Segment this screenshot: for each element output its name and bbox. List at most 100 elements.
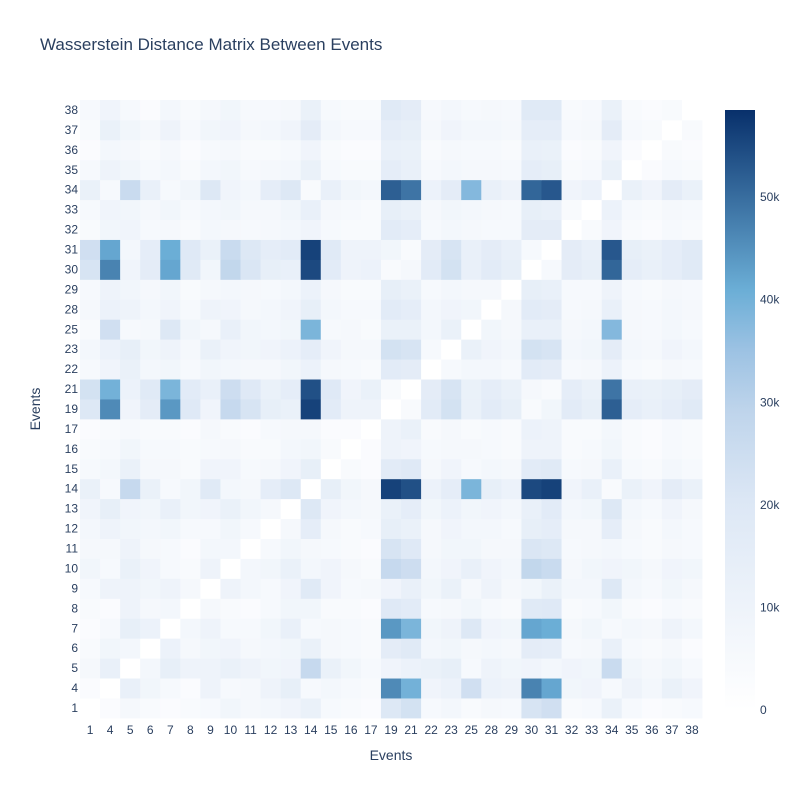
heatmap-cell (380, 379, 402, 400)
heatmap-cell (160, 359, 181, 380)
heatmap-cell (661, 159, 683, 181)
heatmap-cell (521, 299, 542, 320)
chart-title: Wasserstein Distance Matrix Between Even… (40, 35, 382, 54)
heatmap-cell (380, 119, 402, 141)
heatmap-cell (360, 359, 382, 380)
heatmap-cell (380, 359, 402, 380)
heatmap-cell (320, 219, 342, 240)
heatmap-cell (220, 299, 241, 320)
heatmap-cell (481, 618, 502, 639)
heatmap-cell (601, 359, 623, 380)
heatmap-cell (160, 458, 181, 480)
heatmap-cell (100, 678, 121, 699)
heatmap-cell (220, 438, 241, 460)
heatmap-cell (601, 259, 623, 280)
x-tick-label: 25 (465, 723, 479, 737)
heatmap-cell (80, 678, 101, 699)
heatmap-cell (601, 100, 623, 121)
heatmap-cell (501, 139, 522, 161)
heatmap-cell (380, 239, 402, 260)
heatmap-cell (401, 418, 422, 440)
heatmap-cell (140, 339, 161, 360)
heatmap-cell (140, 319, 161, 340)
heatmap-cell (340, 399, 362, 420)
heatmap-cell (180, 478, 201, 500)
heatmap-cell (581, 498, 603, 520)
heatmap-cell (661, 438, 683, 460)
heatmap-cell (180, 538, 201, 559)
heatmap-cell (541, 159, 562, 181)
heatmap-cell (280, 598, 302, 619)
heatmap-cell (521, 399, 542, 420)
heatmap-cell (240, 538, 261, 559)
heatmap-cell (461, 578, 482, 599)
heatmap-cell (360, 219, 382, 240)
heatmap-cell (280, 478, 302, 500)
heatmap-cell (360, 698, 382, 719)
heatmap-cell (260, 498, 282, 520)
x-tick-label: 5 (127, 723, 134, 737)
heatmap-cell (120, 498, 141, 520)
heatmap-cell (180, 418, 201, 440)
heatmap-cell (240, 618, 261, 639)
heatmap-cell (300, 618, 322, 639)
heatmap-cell (380, 100, 402, 121)
heatmap-cell (120, 179, 141, 201)
heatmap-cell (561, 339, 583, 360)
heatmap-cell (100, 658, 121, 679)
heatmap-cell (621, 219, 643, 240)
heatmap-cell (220, 100, 241, 121)
heatmap-cell (661, 698, 683, 719)
heatmap-cell (340, 518, 362, 539)
heatmap-cell (621, 299, 643, 320)
heatmap-cell (561, 239, 583, 260)
heatmap-cell (641, 159, 663, 181)
heatmap-cell (541, 139, 562, 161)
heatmap-cell (180, 239, 201, 260)
heatmap-cell (260, 458, 282, 480)
heatmap-cell (641, 339, 663, 360)
heatmap-cell (280, 458, 302, 480)
heatmap-cell (80, 578, 101, 599)
heatmap-cell (140, 179, 161, 201)
heatmap-cell (521, 279, 542, 300)
heatmap-cell (441, 239, 462, 260)
heatmap-cell (240, 339, 261, 360)
heatmap-cell (521, 379, 542, 400)
heatmap-cell (100, 379, 121, 400)
heatmap-cell (561, 578, 583, 599)
heatmap-cell (160, 239, 181, 260)
heatmap-cell (220, 598, 241, 619)
heatmap-cell (421, 518, 442, 539)
heatmap-cell (160, 199, 181, 221)
heatmap-cell (441, 339, 462, 360)
heatmap-cell (441, 319, 462, 340)
heatmap-cell (100, 319, 121, 340)
heatmap-cell (300, 698, 322, 719)
heatmap-cell (681, 438, 703, 460)
heatmap-cell (220, 379, 241, 400)
heatmap-cell (661, 399, 683, 420)
heatmap-cell (441, 578, 462, 599)
heatmap-cell (481, 538, 502, 559)
heatmap-cell (461, 558, 482, 579)
heatmap-cell (320, 638, 342, 659)
heatmap-cell (481, 199, 502, 221)
heatmap-cell (80, 119, 101, 141)
y-tick-label: 29 (65, 282, 79, 296)
y-tick-label: 31 (65, 243, 79, 257)
heatmap-cell (380, 618, 402, 639)
x-tick-label: 4 (107, 723, 114, 737)
heatmap-cell (80, 179, 101, 201)
y-tick-label: 6 (71, 641, 78, 655)
x-tick-label: 29 (505, 723, 519, 737)
heatmap-cell (501, 638, 522, 659)
heatmap-cell (240, 179, 261, 201)
heatmap-cell (441, 359, 462, 380)
heatmap-cell (681, 478, 703, 500)
heatmap-cell (120, 698, 141, 719)
heatmap-cell (581, 678, 603, 699)
colorbar-ticks: 0 10k 20k 30k 40k 50k (760, 190, 780, 717)
heatmap-cell (441, 458, 462, 480)
heatmap-cell (561, 678, 583, 699)
